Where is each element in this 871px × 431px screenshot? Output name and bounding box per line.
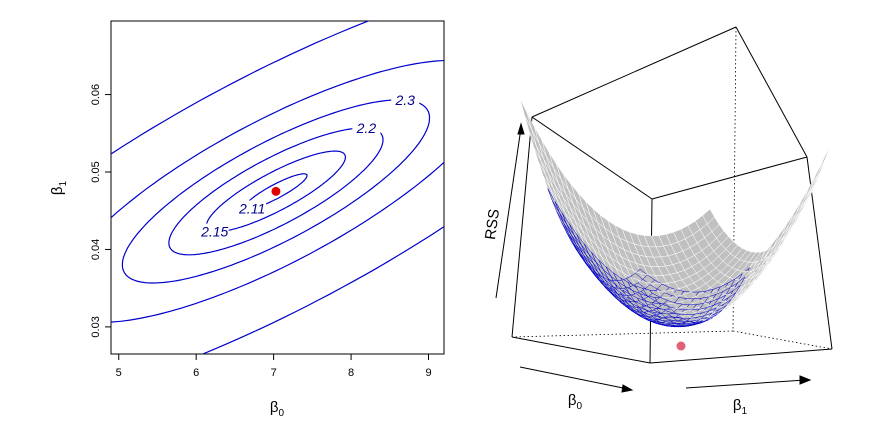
svg-text:β1: β1 (733, 397, 748, 417)
contour-label-bg (200, 223, 229, 239)
contour-panel: 2.11 2.15 2.2 2.3 5 6 7 8 9 0.03 0.04 0.05 0.06 β0… (49, 20, 445, 419)
beta0-axis-label: β0 (568, 392, 583, 412)
contour-label: 2.15 (200, 224, 228, 240)
plot-frame (110, 20, 445, 355)
axis-arrows (495, 122, 812, 393)
minimum-point (271, 186, 281, 196)
y-axis: 0.03 0.04 0.05 0.06 (90, 84, 111, 338)
contour-label-bg (352, 120, 381, 136)
x-tick-label: 5 (116, 367, 122, 379)
contour-label: 2.3 (395, 92, 416, 108)
contour-line (111, 59, 444, 323)
svg-text:RSS: RSS (482, 208, 503, 241)
contour-line (111, 21, 444, 354)
contour-lines (111, 21, 444, 354)
rss-surface (519, 98, 831, 328)
x-axis: 5 6 7 8 9 (116, 354, 432, 379)
surface-minimum-point (676, 341, 686, 351)
y-tick-label: 0.04 (90, 239, 102, 260)
surface-panel: RSS β0 β1 (482, 26, 833, 417)
contour-line (168, 127, 384, 256)
y-tick-label: 0.03 (90, 316, 102, 337)
contour-label: 2.11 (238, 200, 265, 216)
bounding-box (511, 26, 833, 364)
svg-text:β1: β1 (49, 180, 69, 195)
x-tick-label: 8 (348, 367, 354, 379)
x-axis-label: β0 (270, 399, 285, 419)
y-tick-label: 0.06 (90, 84, 102, 105)
contour-line (121, 99, 431, 284)
surface-facet (810, 160, 823, 188)
contour-labels: 2.11 2.15 2.2 2.3 (200, 91, 420, 240)
x-tick-label: 9 (425, 367, 431, 379)
contour-label-bg (238, 200, 267, 216)
y-axis-label: β1 (49, 180, 69, 195)
surface-facet (674, 326, 687, 328)
svg-text:β0: β0 (568, 392, 583, 412)
svg-text:β0: β0 (270, 399, 285, 419)
x-tick-label: 6 (193, 367, 199, 379)
x-tick-label: 7 (271, 367, 277, 379)
contour-label: 2.2 (356, 120, 377, 136)
contour-label-bg (391, 91, 420, 107)
y-tick-label: 0.05 (90, 161, 102, 182)
beta1-axis-label: β1 (733, 397, 748, 417)
rss-axis-label: RSS (482, 208, 503, 241)
